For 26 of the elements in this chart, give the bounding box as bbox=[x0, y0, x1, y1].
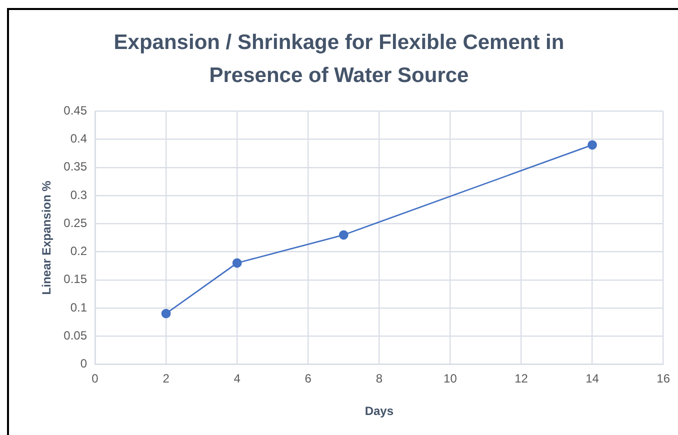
x-axis-title: Days bbox=[364, 404, 394, 418]
y-tick-label: 0.15 bbox=[64, 272, 88, 286]
y-tick-label: 0 bbox=[80, 356, 88, 371]
x-tick-label: 0 bbox=[92, 372, 99, 386]
point bbox=[232, 258, 242, 268]
x-tick-label: 2 bbox=[162, 372, 170, 386]
x-tick-label: 6 bbox=[304, 372, 312, 386]
y-tick-label: 0.25 bbox=[64, 216, 88, 230]
point bbox=[161, 308, 171, 318]
y-tick-label: 0.35 bbox=[64, 160, 88, 174]
point bbox=[338, 230, 348, 240]
x-tick-label: 10 bbox=[444, 372, 458, 386]
y-tick-label: 0.1 bbox=[70, 300, 88, 314]
x-tick-label: 12 bbox=[514, 372, 528, 386]
point bbox=[588, 140, 597, 150]
y-axis-title: Linear Expansion % bbox=[40, 180, 54, 295]
y-tick-label: 0.05 bbox=[64, 328, 88, 342]
y-tick-label: 0.45 bbox=[64, 104, 88, 118]
x-tick-label: 8 bbox=[376, 372, 383, 386]
chart-title: Expansion / Shrinkage for Flexible Cement in Presence of Water Source bbox=[112, 30, 566, 89]
x-tick-label: 14 bbox=[586, 372, 600, 386]
x-tick-label: 16 bbox=[656, 372, 670, 386]
x-tick-label: 4 bbox=[234, 372, 241, 386]
y-tick-label: 0.2 bbox=[70, 244, 88, 258]
y-tick-label: 0.4 bbox=[70, 132, 88, 146]
y-tick-label: 0.3 bbox=[70, 188, 88, 202]
